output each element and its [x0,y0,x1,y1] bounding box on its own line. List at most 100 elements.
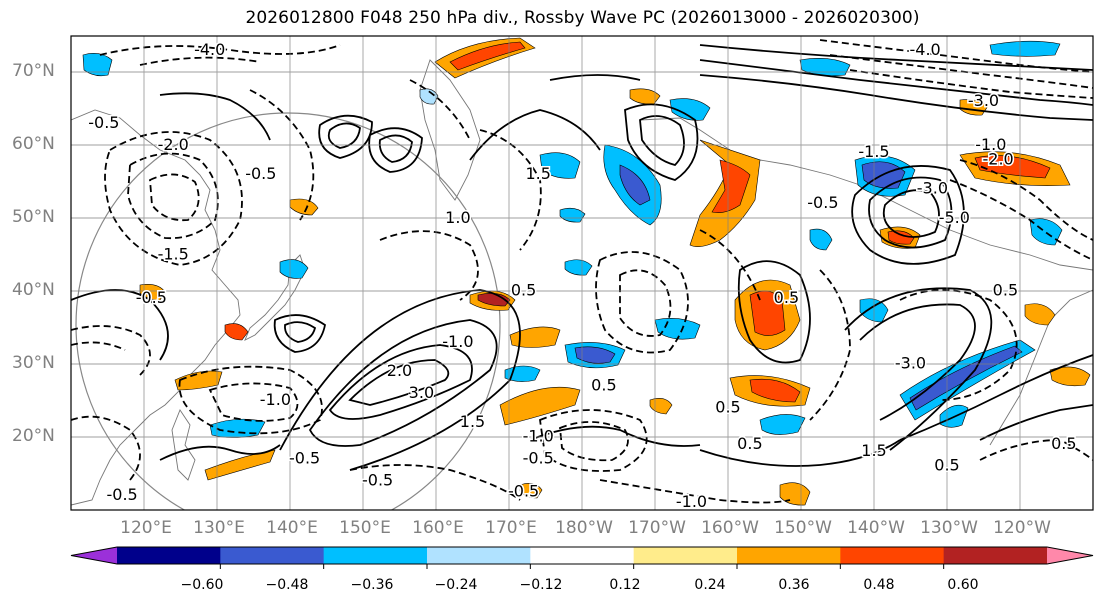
contour-line [979,439,1093,461]
lon-label: 120°E [120,518,172,538]
contour-label: -1.5 [858,142,889,161]
contour-line [327,122,361,149]
negative-div-blob [539,152,581,179]
contour-label: -3.0 [917,179,948,198]
lat-label: 30°N [12,353,55,373]
contour-label: -0.5 [106,485,137,504]
colorbar-tick-label: 0.36 [778,577,810,593]
coastlines [71,59,1093,506]
colorbar-segment [427,547,531,564]
lon-label: 180°W [555,518,613,538]
contour-line [279,289,521,471]
lat-label: 20°N [12,426,55,446]
lat-label: 70°N [12,61,55,81]
contour-line [699,229,761,301]
contour-label: -0.5 [523,448,554,467]
contour-line [529,425,701,447]
colorbar-segment [530,547,635,564]
lon-label: 150°E [339,518,391,538]
positive-div-blob [499,386,581,426]
contour-label: 0.5 [934,456,959,475]
contour-line [899,354,1093,441]
contour-line [809,269,851,421]
contour-label: -2.0 [158,135,189,154]
contour-line [559,421,629,462]
contour-line [71,289,169,361]
positive-div-blob [887,230,915,245]
positive-div-blob [204,449,276,481]
positive-div-blob [649,398,673,415]
colorbar-tick-label: 0.60 [947,577,979,593]
colorbar-tick-label: 0.48 [863,577,895,593]
contour-label: 1.5 [861,441,886,460]
contour-label: -4.0 [194,40,225,59]
contour-line [851,165,965,265]
contour-line [859,303,976,421]
coastline-asia [71,109,241,506]
contour-line [979,404,1093,441]
contour-line [273,314,326,353]
contour-line [178,365,323,435]
contour-label: -5.0 [939,208,970,227]
negative-div-blob [279,259,309,279]
contour-line [882,189,940,238]
positive-div-blob [779,482,811,506]
lon-label: 170°E [485,518,537,538]
negative-div-blob [799,58,851,77]
contour-label: 0.5 [591,376,616,395]
map-panel: -0.5 -2.0 -0.5 -1.5 -0.5 -1.0 -0.5 -0.5 -0.5 -0.5… [71,36,1093,511]
contour-line [249,89,315,221]
lon-label: 160°W [701,518,759,538]
colorbar-tick-label: −0.36 [350,577,394,593]
contour-label: -0.5 [136,288,167,307]
contour-label: 1.5 [460,412,485,431]
contour-line [595,251,689,354]
contour-line [479,129,542,251]
colorbar-segment [737,547,841,564]
negative-div-blob [574,346,616,364]
contour-line [699,74,1093,121]
contour-labels: -0.5 -2.0 -0.5 -1.5 -0.5 -1.0 -0.5 -0.5 -0.5 -0.5… [87,39,1078,511]
colorbar-outline [70,546,1094,565]
positive-div-blob [519,483,543,499]
contour-label: 0.5 [1051,434,1076,453]
contour-label: -0.5 [289,448,320,467]
contour-line [849,69,1093,99]
lat-label: 40°N [12,280,55,300]
lon-label: 170°W [628,518,686,538]
contour-line [819,39,1093,73]
colorbar-tick-label: −0.12 [519,577,563,593]
negative-div-blob [564,259,593,276]
contour-label: -1.0 [975,135,1006,154]
contour-line [899,289,1018,401]
positive-div-blob [711,159,751,213]
contour-line [328,344,473,420]
contour-label: -0.5 [88,113,119,132]
contour-label: -0.5 [508,481,539,500]
contour-label: 1.0 [445,208,470,227]
colorbar-extend-max [1047,547,1093,564]
contour-line [71,341,126,351]
range-circle [75,112,501,510]
colorbar-segment [220,547,325,564]
negative-div-blob [989,40,1061,57]
contour-label: 3.0 [409,383,434,402]
contour-line [829,54,1093,89]
colorbar-tick-label: 0.12 [609,577,641,593]
coastline-kamchatka [419,59,481,201]
contour-line [368,127,423,173]
contour-label: 1.5 [525,164,550,183]
colorbar-tick-label: −0.60 [180,577,224,593]
colorbar-tick-label: −0.24 [434,577,478,593]
contour-label: -1.5 [158,244,189,263]
contour-line [699,59,1093,106]
contour-label: -3.0 [895,354,926,373]
contour-label: 0.5 [993,281,1018,300]
contour-line [139,56,261,66]
contour-line [624,103,699,181]
lon-label: 140°E [266,518,318,538]
contour-line [949,179,1093,261]
colorbar-segment [633,547,738,564]
contour-label: -1.0 [676,492,707,511]
